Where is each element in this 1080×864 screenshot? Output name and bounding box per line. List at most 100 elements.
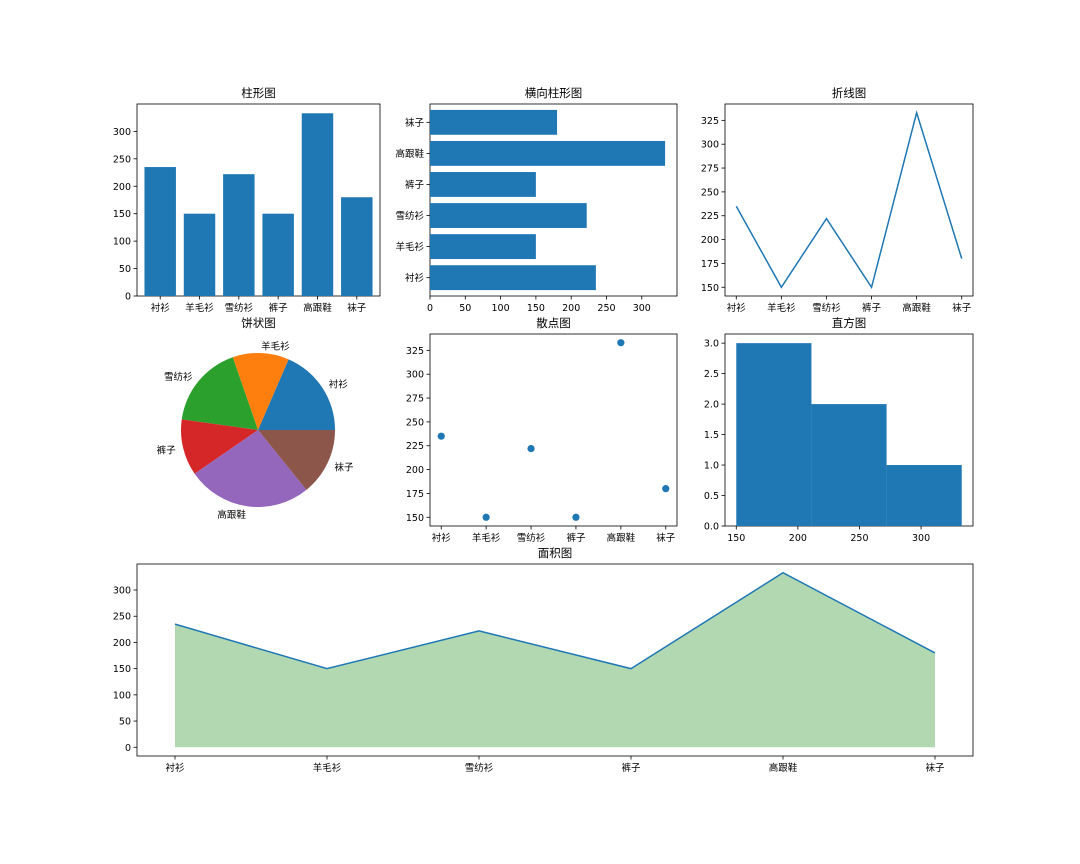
y-tick-label: 300 <box>701 140 719 151</box>
x-tick-label: 衬衫 <box>165 762 185 774</box>
pie-slice <box>181 419 258 474</box>
subplot-title: 折线图 <box>832 86 867 100</box>
y-tick-label: 300 <box>406 370 424 381</box>
bar <box>341 197 373 296</box>
y-tick-label: 0 <box>125 743 131 754</box>
bar <box>223 174 255 296</box>
y-tick-label: 羊毛衫 <box>395 241 424 253</box>
x-tick-label: 雪纺衫 <box>517 532 546 544</box>
y-tick-label: 300 <box>113 586 131 597</box>
scatter-point <box>572 513 580 521</box>
x-tick-label: 雪纺衫 <box>465 762 494 774</box>
subplot-6: 面积图 0 50 100 150 200 250 300 衬衫 羊毛衫 雪纺衫 裤子 高跟鞋 袜子 <box>113 546 974 774</box>
pie-slice <box>194 430 307 507</box>
bar <box>430 172 536 197</box>
y-tick-label: 325 <box>406 346 424 357</box>
pie-label: 衬衫 <box>329 378 349 390</box>
y-tick-label: 1.0 <box>704 461 719 472</box>
x-tick-label: 羊毛衫 <box>767 302 796 314</box>
x-tick-label: 150 <box>727 533 745 544</box>
y-tick-label: 250 <box>406 417 424 428</box>
x-tick-label: 衬衫 <box>727 302 747 314</box>
x-tick-label: 高跟鞋 <box>607 532 636 544</box>
y-tick-label: 0.0 <box>704 522 719 533</box>
y-tick-label: 高跟鞋 <box>395 148 424 160</box>
y-tick-label: 325 <box>701 116 719 127</box>
bar <box>430 234 536 260</box>
series-line <box>735 109 963 290</box>
y-tick-label: 250 <box>113 612 131 623</box>
y-tick-label: 100 <box>113 237 131 248</box>
x-tick-label: 裤子 <box>566 532 586 544</box>
histogram-bar <box>811 404 887 526</box>
subplot-1: 横向柱形图 0 50 100 150 200 250 300 衬衫 羊毛衫 雪纺衫 裤子 高跟鞋 袜子 <box>395 86 678 314</box>
area-fill <box>175 572 935 748</box>
x-tick-label: 裤子 <box>621 762 641 774</box>
bar <box>430 109 558 135</box>
series-line <box>174 571 936 670</box>
y-tick-label: 0.5 <box>704 491 719 502</box>
x-tick-label: 100 <box>492 303 510 314</box>
scatter-point <box>527 444 535 453</box>
x-tick-label: 300 <box>912 533 930 544</box>
bar <box>183 213 216 296</box>
x-tick-label: 300 <box>633 303 651 314</box>
y-tick-label: 裤子 <box>405 179 425 191</box>
subplot-4: 散点图 150 175 200 225 250 275 300 325 衬衫 羊毛衫 雪纺衫 裤子 高跟鞋… <box>406 316 678 544</box>
x-tick-label: 250 <box>597 303 615 314</box>
bar <box>301 113 334 297</box>
x-tick-label: 衬衫 <box>151 302 171 314</box>
y-tick-label: 250 <box>113 154 131 165</box>
x-tick-label: 羊毛衫 <box>313 762 342 774</box>
y-tick-label: 袜子 <box>405 117 425 129</box>
y-tick-label: 200 <box>113 182 131 193</box>
y-tick-label: 150 <box>701 283 719 294</box>
pie-label: 袜子 <box>334 461 354 473</box>
x-tick-label: 衬衫 <box>432 532 452 544</box>
bar <box>262 213 294 296</box>
y-tick-label: 200 <box>406 465 424 476</box>
subplot-title: 柱形图 <box>241 86 276 100</box>
axes-frame <box>429 333 678 527</box>
histogram-bar <box>736 343 812 526</box>
pie-label: 羊毛衫 <box>261 340 290 352</box>
scatter-point <box>662 485 670 493</box>
bar <box>430 265 596 291</box>
y-tick-label: 275 <box>406 394 424 405</box>
x-tick-label: 高跟鞋 <box>902 302 931 314</box>
y-tick-label: 225 <box>406 441 424 452</box>
scatter-point <box>482 513 490 521</box>
x-tick-label: 50 <box>459 303 471 314</box>
y-tick-label: 200 <box>113 638 131 649</box>
subplot-2: 折线图 150 175 200 225 250 275 300 325 衬衫 羊毛衫 雪纺衫 裤子 高跟鞋… <box>701 86 974 314</box>
pie-slice <box>181 357 258 430</box>
scatter-point <box>617 339 625 347</box>
y-tick-label: 275 <box>701 164 719 175</box>
x-tick-label: 羊毛衫 <box>185 302 214 314</box>
x-tick-label: 200 <box>789 533 807 544</box>
pie-slice <box>232 353 289 430</box>
x-tick-label: 雪纺衫 <box>225 302 254 314</box>
y-tick-label: 0 <box>125 292 131 303</box>
y-tick-label: 150 <box>113 209 131 220</box>
y-tick-label: 50 <box>119 717 131 728</box>
x-tick-label: 袜子 <box>952 302 972 314</box>
y-tick-label: 175 <box>406 489 424 500</box>
bar <box>430 203 587 228</box>
x-tick-label: 150 <box>527 303 545 314</box>
y-tick-label: 1.5 <box>704 430 719 441</box>
x-tick-label: 雪纺衫 <box>812 302 841 314</box>
y-tick-label: 150 <box>113 664 131 675</box>
axes-frame <box>724 103 974 297</box>
x-tick-label: 250 <box>850 533 868 544</box>
axes-frame <box>136 563 974 757</box>
axes-frame <box>136 103 381 297</box>
y-tick-label: 225 <box>701 211 719 222</box>
x-tick-label: 袜子 <box>925 762 945 774</box>
y-tick-label: 175 <box>701 259 719 270</box>
x-tick-label: 羊毛衫 <box>472 532 501 544</box>
subplot-title: 面积图 <box>538 546 573 560</box>
scatter-point <box>437 432 445 440</box>
y-tick-label: 250 <box>701 187 719 198</box>
